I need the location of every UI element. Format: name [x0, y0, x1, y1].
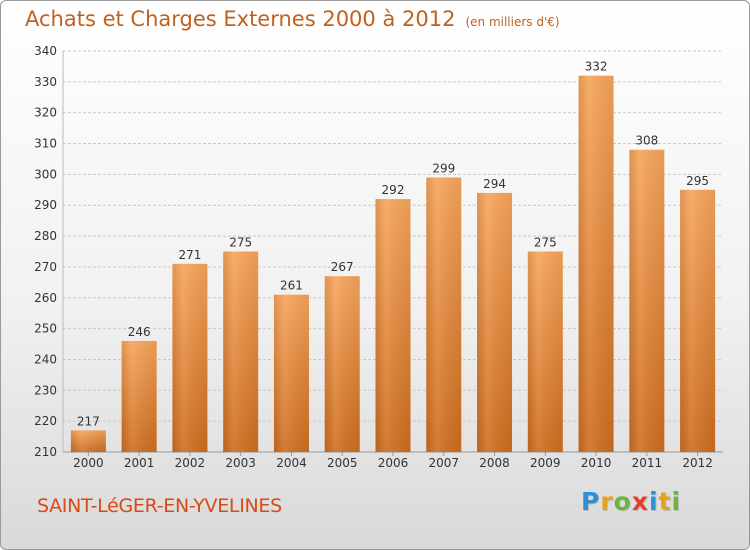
- bar-shade: [426, 177, 462, 452]
- commune-name: SAINT-LéGER-EN-YVELINES: [37, 495, 282, 517]
- data-label: 275: [229, 236, 252, 250]
- x-tick-label: 2006: [378, 456, 409, 470]
- y-tick-label: 310: [34, 137, 57, 151]
- logo-letter: i: [649, 487, 659, 516]
- x-tick-label: 2003: [225, 456, 256, 470]
- bar-shade: [324, 276, 360, 452]
- logo-letter: i: [671, 487, 682, 516]
- y-tick-label: 270: [34, 260, 57, 274]
- logo-letter: o: [613, 487, 632, 516]
- bar-shade: [375, 199, 411, 452]
- x-tick-label: 2001: [124, 456, 155, 470]
- data-label: 246: [128, 325, 151, 339]
- y-tick-label: 290: [34, 198, 57, 212]
- data-label: 299: [432, 161, 455, 175]
- x-axis: 2000 2001 2002 2003 2004 2005 2006 2007 2008 2009…: [73, 452, 713, 470]
- bar-shade: [121, 340, 157, 452]
- y-tick-label: 250: [34, 322, 57, 336]
- data-label: 261: [280, 279, 303, 293]
- y-tick-label: 340: [34, 44, 57, 58]
- x-tick-label: 2002: [175, 456, 206, 470]
- bar-shade: [477, 192, 513, 452]
- data-label: 292: [382, 183, 405, 197]
- y-axis: 210 220 230 240 250 260 270 280 290 300 310 320 330 3…: [34, 44, 57, 459]
- data-labels: 217 246 271 275 261 267 292 299 294 275 332 308 295: [77, 60, 709, 429]
- y-tick-label: 210: [34, 445, 57, 459]
- data-label: 217: [77, 414, 100, 428]
- y-tick-label: 220: [34, 414, 57, 428]
- data-label: 294: [483, 177, 506, 191]
- x-tick-label: 2010: [581, 456, 612, 470]
- bar-shade: [680, 189, 716, 453]
- data-label: 271: [178, 248, 201, 262]
- y-tick-label: 320: [34, 106, 57, 120]
- logo-letter: P: [581, 487, 601, 516]
- logo-letter: x: [631, 487, 649, 516]
- logo-letter: t: [658, 487, 672, 516]
- bar-shade: [629, 149, 665, 452]
- logo-letter: r: [600, 487, 614, 516]
- x-tick-label: 2009: [530, 456, 561, 470]
- data-label: 308: [635, 134, 658, 148]
- bar-shade: [273, 294, 309, 452]
- y-tick-label: 240: [34, 352, 57, 366]
- x-tick-label: 2004: [276, 456, 307, 470]
- title-row: Achats et Charges Externes 2000 à 2012 (e…: [25, 7, 560, 31]
- x-tick-label: 2012: [682, 456, 713, 470]
- proxiti-logo: Proxiti: [581, 487, 681, 516]
- x-tick-label: 2007: [428, 456, 459, 470]
- chart-unit: (en milliers d'€): [465, 15, 560, 29]
- bar-shade: [70, 430, 106, 452]
- data-label: 267: [331, 260, 354, 274]
- x-tick-label: 2011: [632, 456, 663, 470]
- chart-title: Achats et Charges Externes 2000 à 2012: [25, 7, 456, 31]
- bar-shade: [578, 75, 614, 452]
- data-label: 295: [686, 174, 709, 188]
- data-label: 275: [534, 236, 557, 250]
- y-tick-label: 260: [34, 291, 57, 305]
- bars: [70, 75, 716, 453]
- y-tick-label: 330: [34, 75, 57, 89]
- bar-shade: [223, 251, 259, 452]
- y-tick-label: 300: [34, 167, 57, 181]
- bar-shade: [527, 251, 563, 452]
- y-tick-label: 230: [34, 383, 57, 397]
- data-label: 332: [585, 60, 608, 74]
- x-tick-label: 2005: [327, 456, 358, 470]
- y-tick-label: 280: [34, 229, 57, 243]
- bar-shade: [172, 263, 208, 452]
- x-tick-label: 2000: [73, 456, 104, 470]
- x-tick-label: 2008: [479, 456, 510, 470]
